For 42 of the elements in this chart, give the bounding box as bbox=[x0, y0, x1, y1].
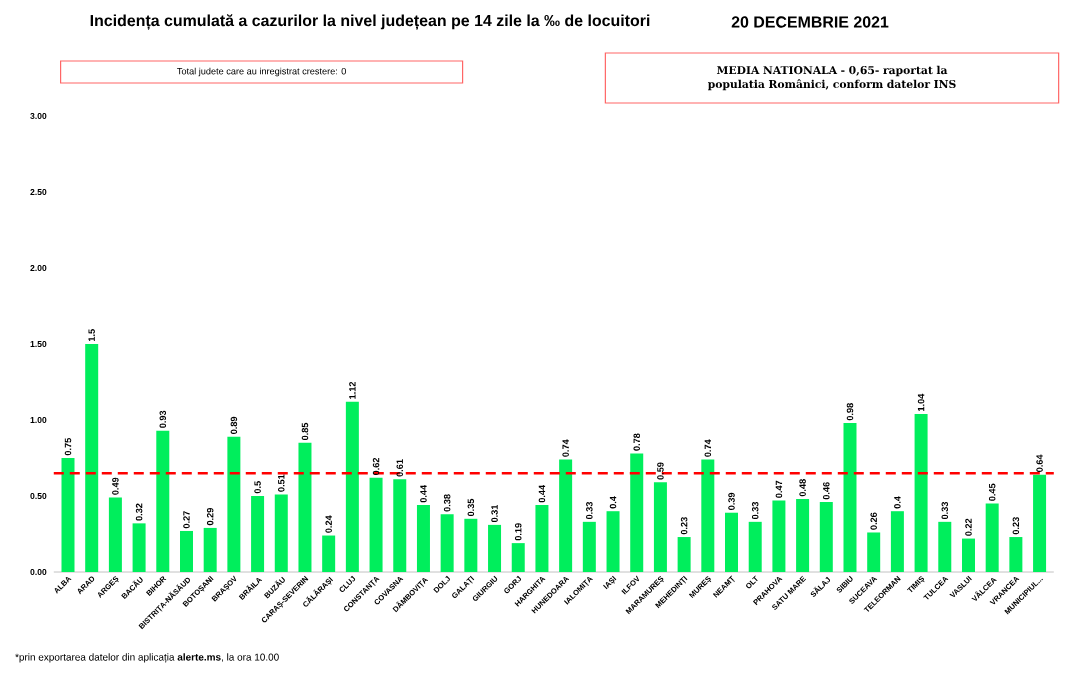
bar bbox=[85, 344, 99, 572]
bar bbox=[1009, 537, 1023, 572]
bar bbox=[748, 521, 762, 572]
bar bbox=[393, 479, 407, 572]
bar bbox=[108, 497, 122, 572]
bar bbox=[985, 503, 999, 572]
bar bbox=[890, 511, 904, 572]
bar bbox=[440, 514, 454, 572]
bar bbox=[203, 527, 217, 572]
bar bbox=[227, 436, 241, 572]
bar bbox=[156, 430, 170, 572]
bar bbox=[345, 401, 359, 572]
bar bbox=[796, 499, 810, 572]
bar bbox=[772, 500, 786, 572]
bar bbox=[132, 523, 146, 572]
bar bbox=[867, 532, 881, 572]
bar bbox=[819, 502, 833, 572]
bar bbox=[582, 521, 596, 572]
bar bbox=[914, 413, 928, 572]
bar bbox=[630, 453, 644, 572]
bar bbox=[61, 458, 75, 572]
bar bbox=[464, 518, 478, 572]
bar bbox=[961, 538, 975, 572]
bar bbox=[535, 505, 549, 572]
bar bbox=[416, 505, 430, 572]
bar bbox=[274, 494, 288, 572]
bar bbox=[511, 543, 525, 572]
bar bbox=[677, 537, 691, 572]
bar bbox=[1033, 474, 1047, 572]
bar bbox=[725, 512, 739, 572]
bar bbox=[938, 521, 952, 572]
bar bbox=[251, 496, 265, 572]
bar bbox=[843, 423, 857, 572]
bar bbox=[701, 459, 715, 572]
bar bbox=[606, 511, 620, 572]
bar bbox=[179, 530, 193, 572]
bar bbox=[298, 442, 312, 572]
bar bbox=[488, 524, 502, 572]
bar bbox=[322, 535, 336, 572]
bar bbox=[653, 482, 667, 572]
bar bbox=[559, 459, 573, 572]
bar bbox=[369, 477, 383, 572]
